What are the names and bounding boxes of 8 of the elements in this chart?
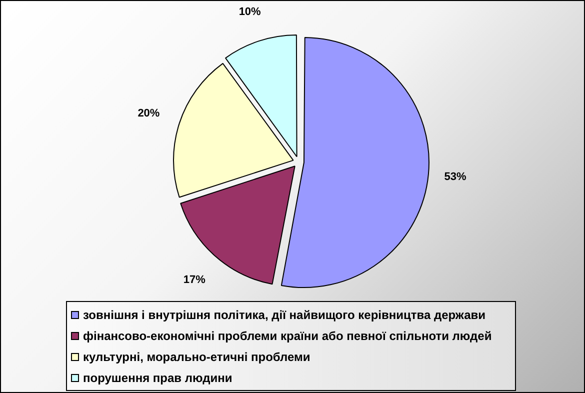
legend-label: порушення прав людини [83, 370, 232, 384]
legend-label: фінансово-економічні проблеми країни або певної спільноти людей [83, 328, 492, 342]
legend-label: зовнішня і внутрішня політика, дії найвищого керівництва держави [83, 308, 486, 322]
data-label: 10% [238, 6, 262, 18]
data-label: 53% [444, 170, 467, 183]
data-label: 20% [138, 107, 160, 120]
legend-label: культурні, морально-етичні проблеми [83, 350, 310, 364]
data-label: 17% [183, 274, 206, 286]
